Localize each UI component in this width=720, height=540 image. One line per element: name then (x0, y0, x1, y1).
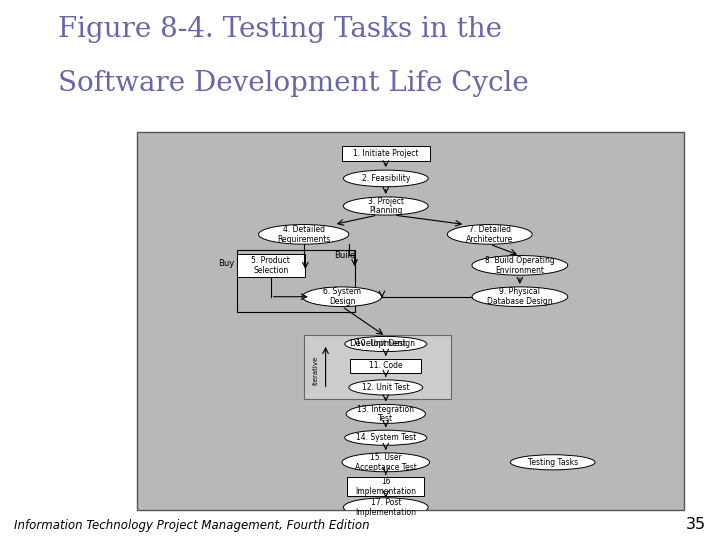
Ellipse shape (343, 498, 428, 517)
Text: 3. Project
Planning: 3. Project Planning (368, 197, 404, 215)
Text: 5. Product
Selection: 5. Product Selection (251, 256, 290, 275)
Ellipse shape (258, 225, 349, 244)
Text: 8. Build Operating
Environment: 8. Build Operating Environment (485, 256, 554, 275)
Ellipse shape (345, 430, 427, 445)
Text: Testing Tasks: Testing Tasks (528, 458, 577, 467)
FancyBboxPatch shape (350, 359, 421, 373)
FancyBboxPatch shape (304, 335, 451, 399)
Text: 7. Detailed
Architecture: 7. Detailed Architecture (466, 225, 513, 244)
Text: 13. Integration
Test: 13. Integration Test (357, 404, 414, 423)
Text: Buy: Buy (217, 259, 234, 268)
Text: 14. System Test: 14. System Test (356, 433, 416, 442)
Ellipse shape (345, 336, 427, 352)
Text: 17. Post
Implementation: 17. Post Implementation (355, 498, 416, 517)
Ellipse shape (302, 287, 382, 307)
Ellipse shape (346, 404, 426, 423)
Text: 11. Code: 11. Code (369, 361, 402, 370)
FancyBboxPatch shape (137, 132, 684, 510)
Text: 9. Physical
Database Design: 9. Physical Database Design (487, 287, 553, 306)
Text: 12. Unit Test: 12. Unit Test (362, 383, 410, 392)
Ellipse shape (342, 453, 430, 472)
Text: 15. User
Acceptance Test: 15. User Acceptance Test (355, 453, 417, 471)
Text: 6. System
Design: 6. System Design (323, 287, 361, 306)
Ellipse shape (447, 225, 532, 244)
Ellipse shape (343, 170, 428, 187)
Ellipse shape (472, 287, 568, 307)
Text: Information Technology Project Management, Fourth Edition: Information Technology Project Managemen… (14, 519, 370, 532)
Text: Development: Development (349, 339, 406, 348)
Text: Software Development Life Cycle: Software Development Life Cycle (58, 70, 528, 97)
Text: 2. Feasibility: 2. Feasibility (361, 174, 410, 183)
FancyBboxPatch shape (342, 146, 430, 161)
Ellipse shape (343, 197, 428, 215)
Text: Iterative: Iterative (312, 356, 319, 385)
Text: 1. Initiate Project: 1. Initiate Project (353, 148, 418, 158)
Text: 16
Implementation: 16 Implementation (355, 477, 416, 496)
Text: 35: 35 (685, 517, 706, 532)
Ellipse shape (510, 455, 595, 470)
Ellipse shape (472, 255, 568, 275)
Text: 4. Detailed
Requirements: 4. Detailed Requirements (277, 225, 330, 244)
Text: 10. Unit Design: 10. Unit Design (356, 340, 415, 348)
FancyBboxPatch shape (237, 254, 305, 276)
Ellipse shape (349, 380, 423, 395)
Text: Build: Build (334, 252, 355, 260)
FancyBboxPatch shape (348, 477, 424, 496)
Text: Figure 8-4. Testing Tasks in the: Figure 8-4. Testing Tasks in the (58, 16, 502, 43)
